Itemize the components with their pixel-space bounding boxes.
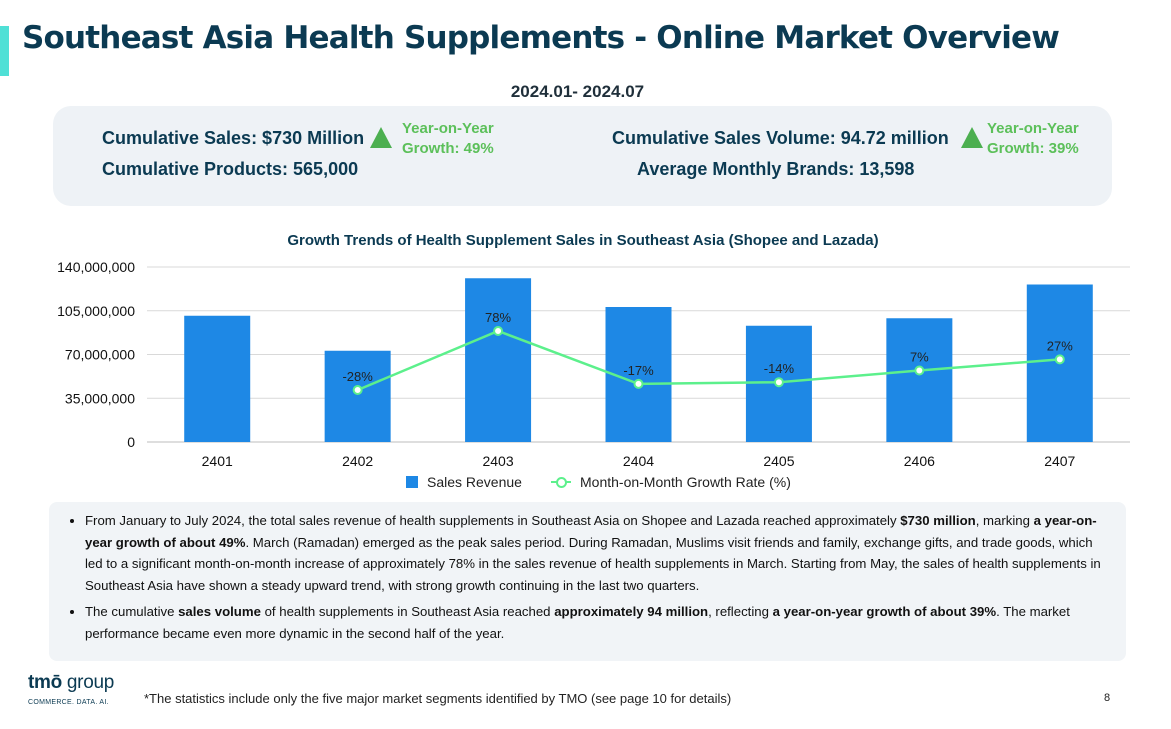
tmo-group-logo: tmō group COMMERCE. DATA. AI. [28, 672, 114, 706]
growth-rate-point [633, 378, 644, 389]
insight-text: of health supplements in Southeast Asia … [260, 604, 555, 619]
chart-legend: Sales Revenue Month-on-Month Growth Rate… [0, 474, 1171, 494]
legend-sales-revenue-label: Sales Revenue [427, 474, 522, 490]
chart-title: Growth Trends of Health Supplement Sales… [287, 232, 879, 249]
insight-highlight: $730 million [900, 513, 976, 528]
growth-rate-point [352, 385, 363, 395]
insight-revenue: From January to July 2024, the total sal… [85, 510, 1112, 596]
sales-revenue-bar [465, 278, 532, 442]
insight-highlight: a year-on-year growth of about 49% [85, 513, 1097, 550]
date-range: 2024.01- 2024.07 [510, 82, 645, 101]
growth-rate-data-label: 7% [910, 350, 929, 365]
growth-rate-data-label: -14% [764, 361, 795, 376]
growth-rate-data-label: -28% [342, 369, 373, 384]
y-tick-label: 105,000,000 [57, 303, 135, 319]
logo-tagline: COMMERCE. DATA. AI. [28, 699, 109, 706]
growth-rate-polyline [357, 329, 1060, 392]
legend-sales-revenue: Sales Revenue [406, 474, 522, 490]
x-tick-label: 2405 [763, 453, 794, 469]
legend-line-marker-icon [551, 476, 571, 488]
logo-group: group [61, 672, 115, 693]
sales-revenue-bar [324, 350, 391, 442]
kpi-right-yoy-line2: Growth: 39% [987, 140, 1079, 157]
growth-up-arrow-icon [370, 127, 392, 148]
x-tick-label: 2404 [623, 453, 654, 469]
growth-rate-point [1054, 354, 1065, 365]
y-tick-label: 0 [127, 434, 135, 450]
kpi-cumulative-sales-volume: Cumulative Sales Volume: 94.72 million [612, 128, 949, 148]
sales-growth-chart: 0 35,000,000 70,000,000 105,000,000 140,000,… [57, 259, 1130, 469]
growth-rate-point [493, 326, 504, 336]
chart-labels: 0 35,000,000 70,000,000 105,000,000 140,000,… [57, 259, 1075, 469]
insight-text: . March (Ramadan) emerged as the peak sa… [85, 534, 1101, 593]
y-tick-label: 140,000,000 [57, 259, 135, 275]
y-tick-label: 70,000,000 [65, 347, 135, 363]
growth-up-arrow-icon [961, 127, 983, 148]
kpi-left-yoy-line2: Growth: 49% [402, 140, 494, 157]
insights-panel: From January to July 2024, the total sal… [49, 502, 1126, 661]
kpi-cumulative-sales: Cumulative Sales: $730 Million [102, 128, 365, 148]
insight-text: , reflecting [708, 604, 773, 619]
growth-rate-data-label: -17% [623, 363, 654, 378]
insights-list: From January to July 2024, the total sal… [49, 502, 1126, 644]
kpi-cumulative-products: Cumulative Products: 565,000 [102, 159, 359, 179]
insight-text: The cumulative [85, 604, 179, 619]
x-tick-label: 2406 [904, 453, 935, 469]
kpi-left-yoy: Year-on-Year Growth: 49% [402, 119, 494, 159]
insight-highlight: sales volume [178, 604, 261, 619]
insight-text: , marking [975, 513, 1034, 528]
insight-volume: The cumulative sales volume of health su… [85, 601, 1112, 644]
insight-text: From January to July 2024, the total sal… [85, 513, 901, 528]
growth-rate-data-label: 27% [1047, 338, 1073, 353]
x-tick-label: 2402 [342, 453, 373, 469]
legend-growth-rate: Month-on-Month Growth Rate (%) [551, 474, 791, 490]
kpi-average-monthly-brands: Average Monthly Brands: 13,598 [637, 159, 915, 179]
page-title: Southeast Asia Health Supplements - Onli… [22, 20, 1060, 56]
page-number: 8 [1104, 692, 1111, 704]
kpi-panel: Cumulative Sales: $730 Million Cumulativ… [53, 106, 1112, 206]
kpi-left-yoy-line1: Year-on-Year [402, 120, 494, 137]
logo-tmo: tmō [28, 672, 62, 693]
growth-rate-data-label: 78% [485, 310, 511, 325]
insight-text: . The market performance became even mor… [85, 604, 1070, 641]
growth-rate-point [773, 377, 784, 388]
x-tick-label: 2401 [202, 453, 233, 469]
footnote: *The statistics include only the five ma… [144, 691, 732, 706]
sales-revenue-bar [184, 315, 251, 442]
logo-wordmark: tmō group [28, 672, 114, 694]
growth-rate-point [914, 365, 925, 376]
y-tick-label: 35,000,000 [65, 390, 135, 406]
x-tick-label: 2407 [1044, 453, 1075, 469]
legend-growth-rate-label: Month-on-Month Growth Rate (%) [580, 474, 791, 490]
title-accent-bar [0, 26, 9, 76]
kpi-right-yoy-line1: Year-on-Year [987, 120, 1079, 137]
kpi-right-yoy: Year-on-Year Growth: 39% [987, 119, 1079, 159]
growth-rate-line [352, 326, 1065, 395]
legend-bar-swatch-icon [406, 476, 418, 488]
sales-revenue-bar [886, 318, 953, 442]
x-tick-label: 2403 [482, 453, 513, 469]
sales-revenue-bars [184, 278, 1093, 442]
insight-highlight: a year-on-year growth of about 39% [772, 604, 997, 619]
insight-highlight: approximately 94 million [554, 604, 709, 619]
